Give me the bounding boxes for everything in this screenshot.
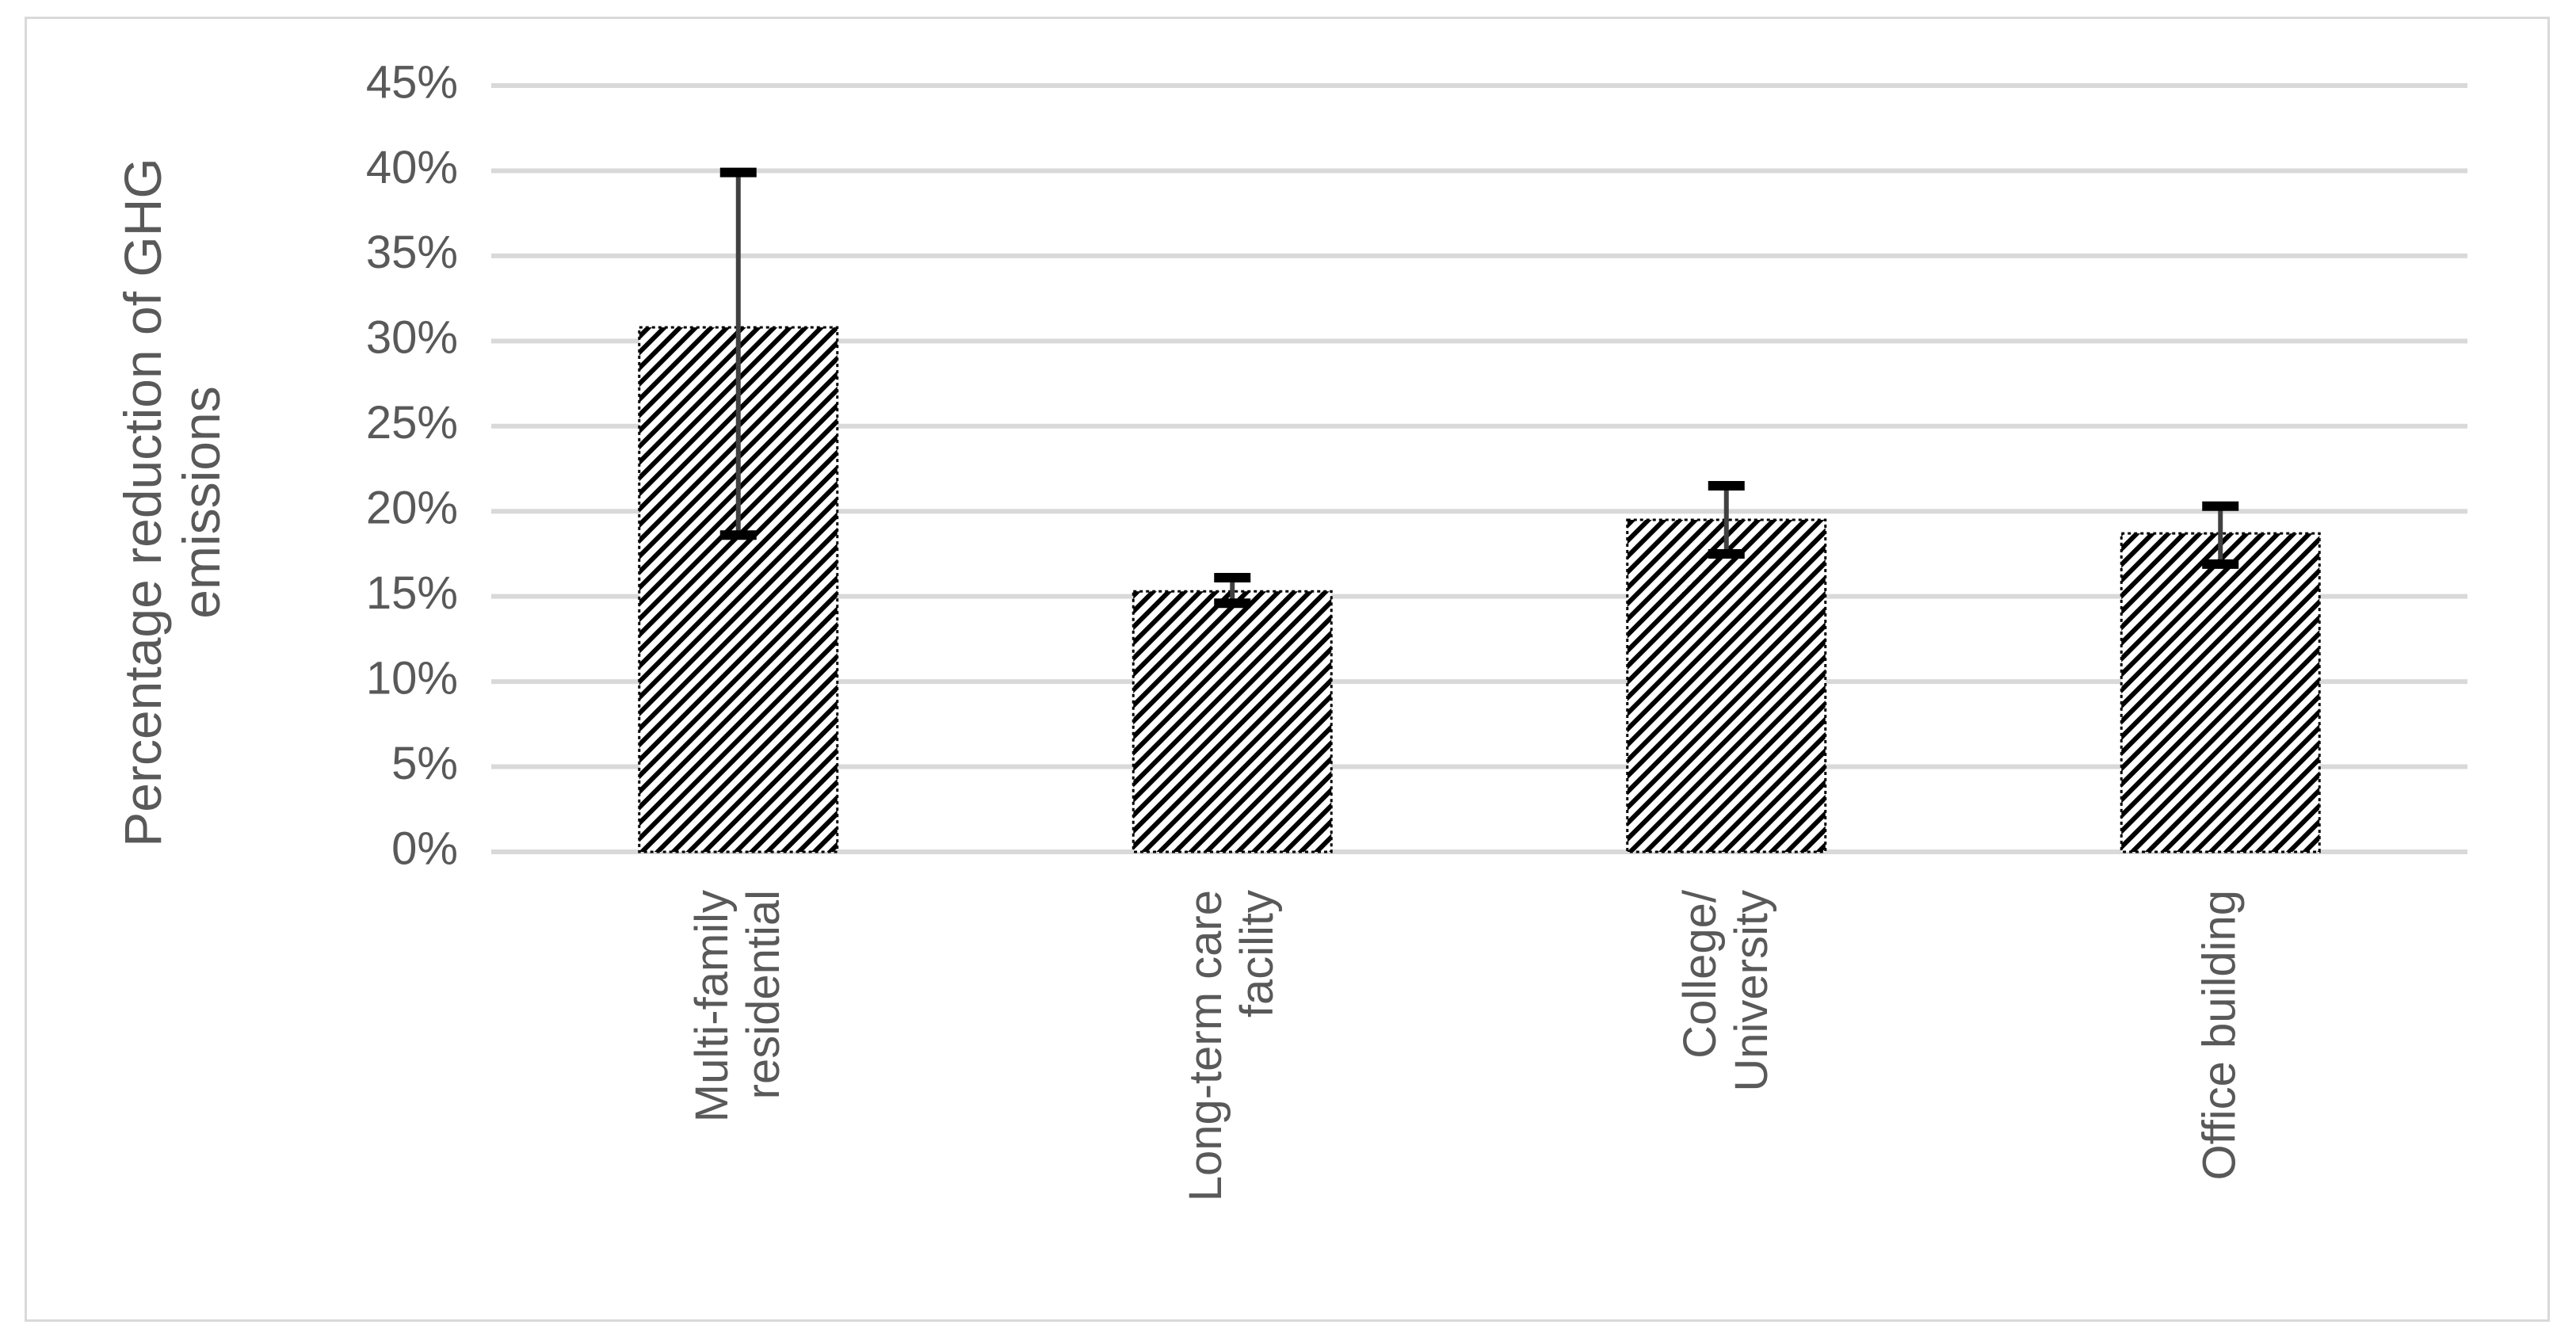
x-tick-label: Office building <box>2193 890 2246 1181</box>
y-tick-label: 0% <box>391 823 458 874</box>
y-axis-title: Percentage reduction of GHG emissions <box>113 158 231 847</box>
y-tick-label: 45% <box>366 56 458 108</box>
x-tick-label: Long-term care facility <box>1180 890 1284 1202</box>
bar <box>2120 532 2321 853</box>
x-tick-label: Multi-family residential <box>685 890 789 1123</box>
y-tick-label: 40% <box>366 142 458 193</box>
chart-frame <box>25 17 2550 1322</box>
y-tick-label: 10% <box>366 652 458 704</box>
bar <box>1626 518 1827 853</box>
y-tick-label: 25% <box>366 397 458 449</box>
y-tick-label: 5% <box>391 738 458 789</box>
y-tick-label: 30% <box>366 312 458 364</box>
y-tick-label: 35% <box>366 227 458 278</box>
bar <box>1132 590 1333 853</box>
x-tick-label: College/ University <box>1673 890 1777 1092</box>
y-tick-label: 20% <box>366 483 458 534</box>
y-tick-label: 15% <box>366 567 458 619</box>
